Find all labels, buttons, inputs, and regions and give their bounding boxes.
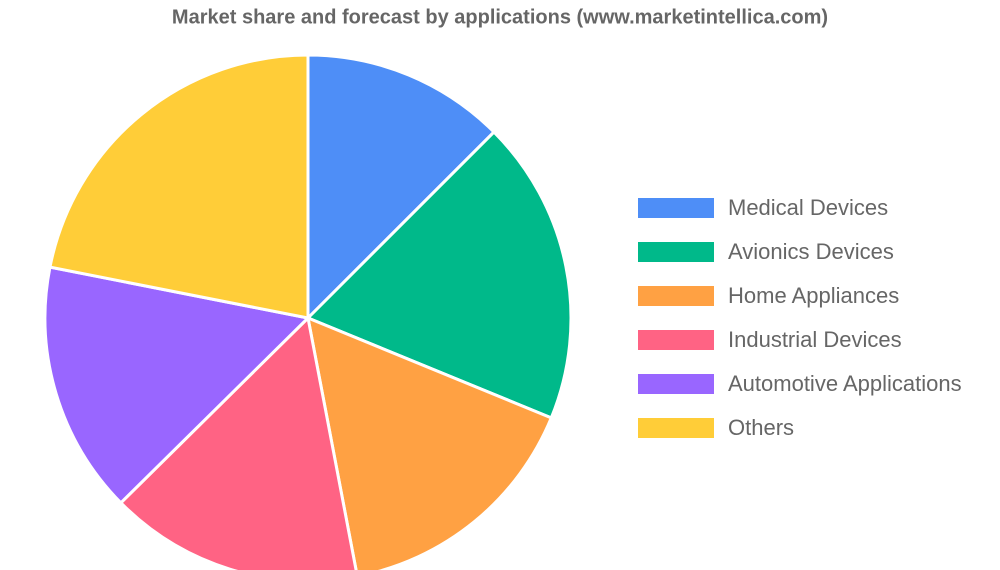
legend-swatch — [638, 242, 714, 262]
legend-swatch — [638, 374, 714, 394]
legend-swatch — [638, 330, 714, 350]
legend-label: Automotive Applications — [728, 371, 962, 396]
legend-swatch — [638, 286, 714, 306]
legend-swatch — [638, 198, 714, 218]
legend-label: Industrial Devices — [728, 327, 902, 352]
chart-title: Market share and forecast by application… — [172, 6, 828, 28]
pie-slice — [305, 129, 573, 420]
legend-label: Avionics Devices — [728, 239, 894, 264]
legend-label: Medical Devices — [728, 195, 888, 220]
pie — [43, 53, 573, 570]
legend: Medical Devices Avionics Devices Home Appl… — [638, 195, 962, 440]
pie-slice — [306, 53, 497, 322]
pie-slice — [48, 53, 310, 320]
pie-slice — [306, 315, 554, 570]
legend-label: Home Appliances — [728, 283, 899, 308]
pie-slice — [118, 314, 358, 570]
pie-slice — [43, 265, 312, 505]
legend-label: Others — [728, 415, 794, 440]
legend-swatch — [638, 418, 714, 438]
